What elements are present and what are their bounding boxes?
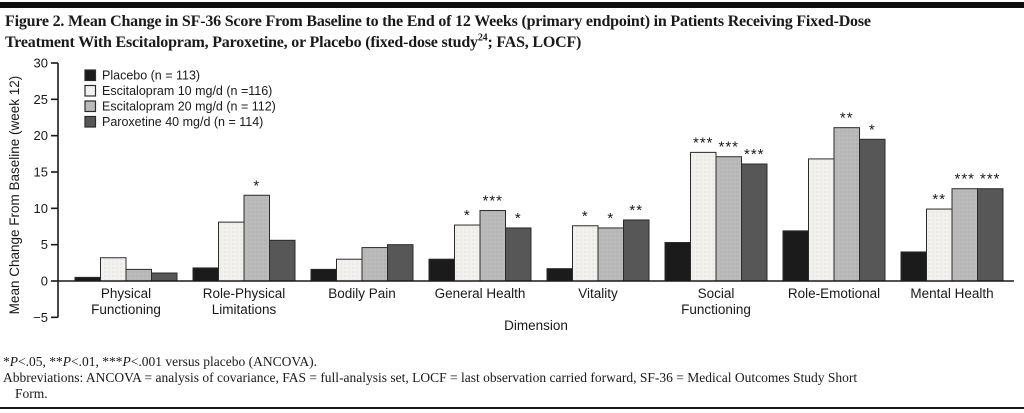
y-axis-title: Mean Change From Baseline (week 12) (7, 76, 22, 315)
legend-swatch (84, 84, 97, 97)
legend-label: Placebo (n = 113) (102, 69, 200, 83)
bar-texture (337, 260, 361, 280)
legend-label: Paroxetine 40 mg/d (n = 114) (102, 115, 263, 129)
legend-label: Escitalopram 20 mg/d (n = 112) (102, 100, 276, 114)
abbreviations-line1: Abbreviations: ANCOVA = analysis of cova… (3, 370, 858, 385)
category-label-line: Limitations (212, 302, 277, 317)
significance-marker: ** (629, 202, 643, 219)
bar-series0-group3 (428, 258, 455, 282)
bar-texture (270, 241, 294, 280)
significance-marker: ** (932, 191, 946, 208)
bar-texture (809, 159, 833, 280)
bar-texture (506, 228, 530, 280)
bar-texture (927, 210, 951, 280)
abbreviations-footnote: Abbreviations: ANCOVA = analysis of cova… (3, 370, 1021, 402)
figure-title-line2-pre: Treatment With Escitalopram, Paroxetine,… (5, 34, 478, 51)
bar-texture (152, 274, 176, 280)
pvalue-note-segment: P (9, 354, 18, 369)
abbreviations-line2: Form. (15, 386, 48, 401)
significance-marker: * (607, 210, 614, 227)
significance-marker: *** (718, 139, 739, 156)
y-tick-label: 0 (41, 274, 48, 289)
bar-texture (860, 140, 884, 280)
significance-marker: * (464, 207, 471, 224)
bar-texture (978, 189, 1002, 280)
figure-title-line2: Treatment With Escitalopram, Paroxetine,… (5, 32, 1021, 53)
figure-title-citation-superscript: 24 (477, 32, 488, 44)
legend-swatch (84, 100, 97, 113)
y-tick-label: −5 (33, 310, 48, 325)
pvalue-note-segment: <.05, ** (18, 354, 63, 369)
bar-texture (691, 153, 715, 280)
category-label-line: Functioning (91, 302, 161, 317)
bar-texture (127, 270, 151, 280)
bar-series0-group4 (546, 268, 573, 282)
significance-marker: * (253, 177, 260, 194)
bar-texture (388, 245, 412, 280)
significance-marker: *** (693, 134, 714, 151)
bar-series0-group1 (192, 267, 219, 282)
pvalue-note-segment: <.01, *** (71, 354, 123, 369)
pvalue-note-segment: P (62, 354, 71, 369)
pvalue-note-segment: P (122, 354, 131, 369)
y-tick-label: 25 (34, 92, 48, 107)
bar-texture (455, 226, 479, 280)
category-label-line: Functioning (681, 302, 751, 317)
sf36-bar-chart: * ******************** *********−505101520… (7, 55, 1014, 333)
category-label-line: General Health (435, 286, 526, 301)
significance-marker: ** (840, 110, 854, 127)
category-label-line: Mental Health (910, 286, 993, 301)
pvalue-note-segment: <.001 versus placebo (ANCOVA). (130, 354, 317, 369)
category-label-line: Social (698, 286, 735, 301)
bar-texture (245, 196, 269, 280)
legend-swatch (84, 69, 97, 82)
bar-series0-group6 (782, 230, 809, 282)
significance-marker: *** (482, 193, 503, 210)
y-tick-label: 20 (34, 128, 48, 143)
bar-texture (953, 189, 977, 280)
legend-swatch (84, 115, 97, 128)
pvalue-note-segment: * (3, 354, 10, 369)
bar-texture (599, 228, 623, 280)
bar-series0-group7 (900, 251, 927, 282)
bottom-rule (0, 407, 1024, 409)
figure-title: Figure 2. Mean Change in SF-36 Score Fro… (5, 11, 1021, 53)
significance-footnote: *P<.05, **P<.01, ***P<.001 versus placeb… (3, 354, 317, 370)
figure-title-line1: Figure 2. Mean Change in SF-36 Score Fro… (5, 13, 871, 30)
significance-marker: *** (744, 146, 765, 163)
bar-texture (835, 128, 859, 280)
bar-texture (717, 157, 741, 280)
bar-texture (573, 226, 597, 280)
bar-series0-group5 (664, 241, 691, 282)
bar-texture (481, 211, 505, 280)
y-tick-label: 15 (34, 164, 48, 179)
category-label-line: Bodily Pain (328, 286, 396, 301)
category-label-line: Vitality (578, 286, 618, 301)
y-tick-label: 10 (34, 201, 48, 216)
bar-series0-group2 (310, 268, 337, 282)
bar-texture (363, 248, 387, 280)
significance-marker: * (869, 121, 876, 138)
significance-marker: *** (954, 171, 975, 188)
top-rule (0, 2, 1024, 8)
bar-texture (624, 220, 648, 280)
significance-marker: * (515, 210, 522, 227)
significance-marker: *** (980, 171, 1001, 188)
bar-texture (219, 223, 243, 280)
category-label-line: Role-Emotional (788, 286, 880, 301)
x-axis-title: Dimension (504, 318, 568, 333)
y-tick-label: 30 (34, 55, 48, 70)
figure-title-line2-post: ; FAS, LOCF) (487, 34, 582, 51)
category-label-line: Physical (101, 286, 151, 301)
bar-texture (101, 258, 125, 280)
y-tick-label: 5 (41, 237, 48, 252)
bar-texture (742, 165, 766, 280)
legend-label: Escitalopram 10 mg/d (n =116) (102, 84, 272, 98)
significance-marker: * (582, 208, 589, 225)
category-label-line: Role-Physical (203, 286, 286, 301)
